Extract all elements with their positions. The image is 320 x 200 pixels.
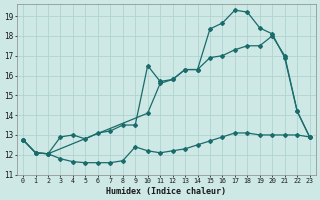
X-axis label: Humidex (Indice chaleur): Humidex (Indice chaleur)	[106, 187, 226, 196]
